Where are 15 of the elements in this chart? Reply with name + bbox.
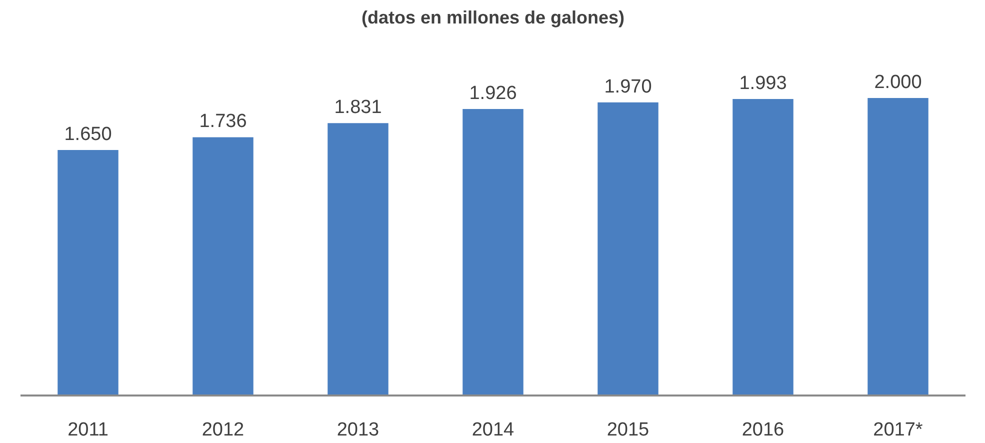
x-tick-label: 2016 (742, 420, 784, 440)
x-tick-label: 2014 (472, 420, 515, 440)
data-label: 1.736 (199, 111, 247, 132)
data-label: 1.926 (469, 82, 517, 104)
x-tick-label: 2011 (68, 420, 108, 440)
x-tick-label: 2017* (873, 420, 924, 440)
x-tick-label: 2015 (606, 420, 650, 440)
x-tick-label: 2013 (336, 420, 380, 440)
data-label: 1.831 (334, 97, 382, 118)
data-label: 1.993 (739, 73, 787, 94)
chart-title: (datos en millones de galones) (361, 8, 625, 28)
x-tick-label: 2012 (202, 420, 244, 440)
data-label: 2.000 (874, 72, 922, 93)
data-label: 1.650 (64, 124, 112, 146)
data-label: 1.970 (604, 76, 652, 98)
